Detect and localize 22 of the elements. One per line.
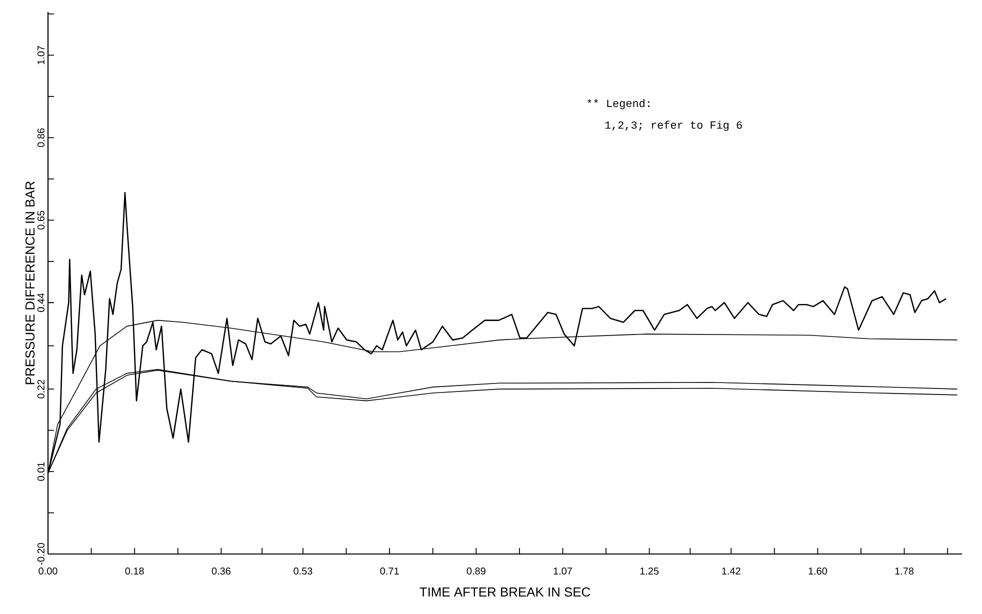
y-tick-label: 0.44 [37, 293, 44, 312]
x-tick-label: 0.36 [212, 568, 230, 575]
x-tick-label: 0.53 [294, 568, 312, 575]
x-tick-label: 0.89 [466, 568, 486, 575]
y-tick-label: 1.07 [37, 46, 44, 64]
x-tick-label: 0.71 [380, 568, 399, 575]
x-tick-label: 1.42 [722, 568, 740, 574]
x-tick-label: 1.78 [895, 568, 914, 575]
y-tick-label: 0.86 [37, 128, 44, 147]
y-axis-title: PRESSURE DIFFERENCE IN BAR [25, 181, 35, 384]
x-tick-label: 0.00 [38, 568, 58, 575]
x-tick-label: 1.07 [554, 568, 572, 575]
x-tick-label: 0.18 [125, 568, 144, 575]
annotation: ** Legend: [588, 99, 650, 110]
x-axis-title: TIME AFTER BREAK IN SEC [420, 587, 590, 597]
y-tick-label: -0.20 [37, 543, 44, 565]
x-tick-label: 1.60 [808, 568, 827, 575]
x-tick-label: 1.25 [640, 568, 659, 575]
y-tick-label: 0.22 [37, 380, 44, 398]
y-tick-label: 0.65 [37, 210, 44, 230]
y-tick-label: 0.01 [37, 462, 44, 481]
annotation: 1,2,3; refer to Fig 6 [605, 120, 742, 131]
